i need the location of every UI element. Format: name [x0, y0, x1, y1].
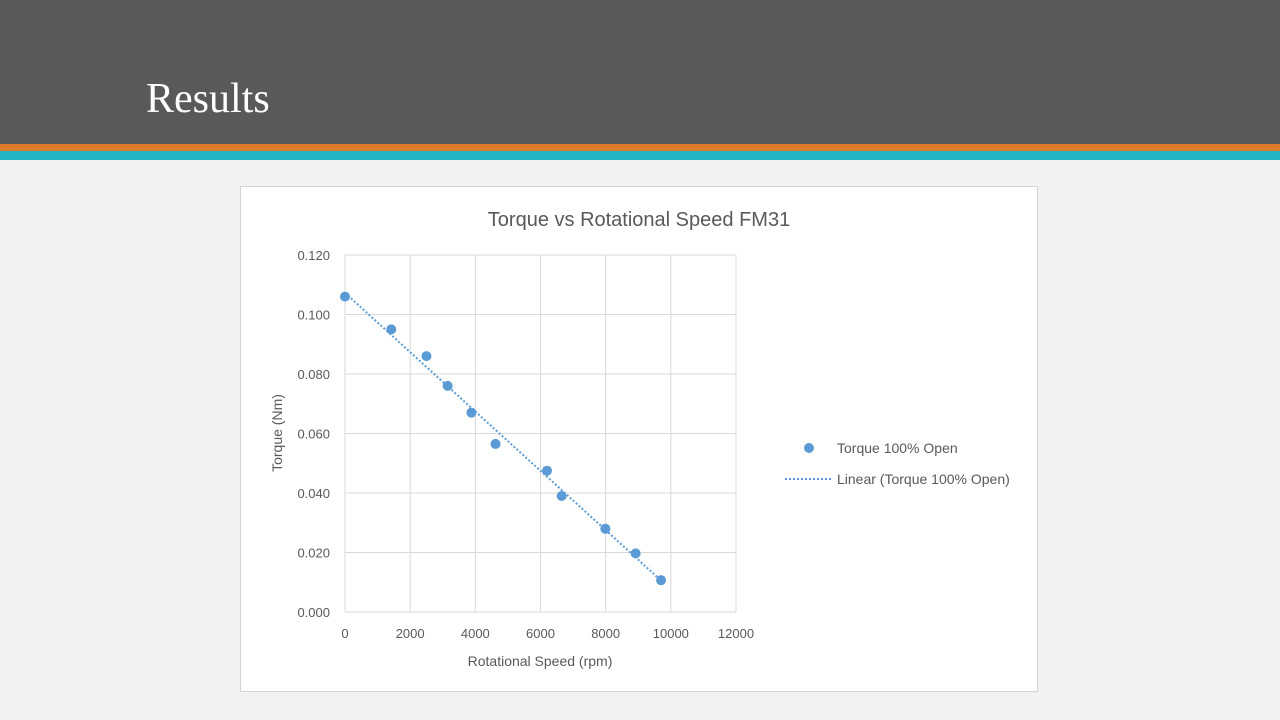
trendline	[344, 292, 662, 582]
y-tick-label: 0.100	[297, 308, 330, 323]
x-tick-label: 12000	[718, 626, 754, 641]
chart-title: Torque vs Rotational Speed FM31	[488, 209, 790, 231]
y-tick-label: 0.000	[297, 605, 330, 620]
legend-label-trendline: Linear (Torque 100% Open)	[837, 471, 1010, 487]
x-tick-label: 4000	[461, 626, 490, 641]
slide-header: Results	[0, 0, 1280, 144]
data-point	[656, 575, 667, 586]
data-point	[630, 548, 641, 559]
x-axis-label: Rotational Speed (rpm)	[468, 653, 613, 669]
y-tick-label: 0.040	[297, 486, 330, 501]
x-tick-label: 6000	[526, 626, 555, 641]
legend: Torque 100% Open Linear (Torque 100% Ope…	[785, 440, 1010, 487]
x-tick-label: 2000	[396, 626, 425, 641]
torque-speed-chart: Torque vs Rotational Speed FM31 0 2000 400…	[269, 209, 1010, 669]
data-point	[556, 490, 567, 501]
data-point	[600, 523, 611, 534]
trendline-layer	[344, 292, 662, 582]
chart-container: Torque vs Rotational Speed FM31 0 2000 400…	[240, 186, 1038, 692]
data-point	[386, 324, 397, 335]
axis-ticks: 0 2000 4000 6000 8000 10000 12000 0.000 0.020 0.0…	[297, 248, 754, 641]
data-point	[340, 291, 350, 302]
y-tick-label: 0.080	[297, 367, 330, 382]
legend-label-series: Torque 100% Open	[837, 440, 958, 456]
accent-stripe-teal	[0, 151, 1280, 160]
data-point	[466, 407, 477, 418]
data-point	[490, 438, 501, 449]
data-point	[542, 465, 553, 476]
x-tick-label: 10000	[653, 626, 689, 641]
y-axis-label: Torque (Nm)	[269, 394, 285, 472]
legend-marker-series	[804, 443, 814, 453]
slide-title: Results	[146, 76, 270, 122]
accent-stripe-orange	[0, 144, 1280, 151]
data-points	[340, 291, 667, 586]
y-tick-label: 0.120	[297, 248, 330, 263]
y-tick-label: 0.020	[297, 546, 330, 561]
data-point	[442, 380, 453, 391]
grid-lines	[344, 254, 737, 613]
x-tick-label: 0	[341, 626, 348, 641]
x-tick-label: 8000	[591, 626, 620, 641]
y-tick-label: 0.060	[297, 427, 330, 442]
data-point	[421, 351, 432, 362]
